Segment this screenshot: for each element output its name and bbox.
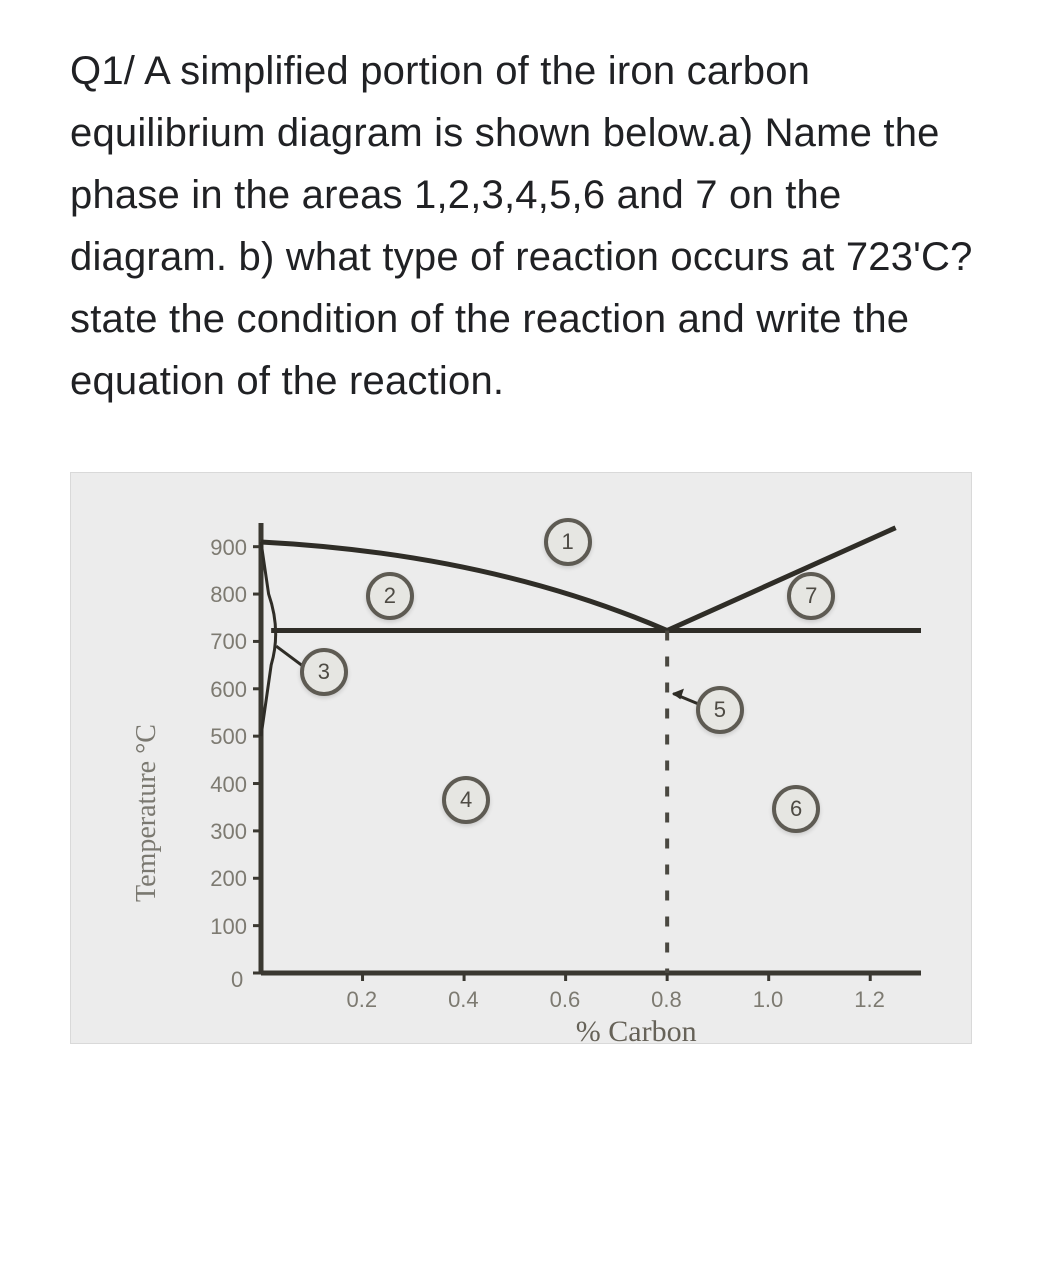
region-marker-4: 4 (442, 776, 490, 824)
y-axis-label: Temperature °C (131, 724, 163, 902)
x-tick-label: 0.4 (448, 987, 479, 1013)
y-tick-label: 200 (210, 866, 247, 892)
x-tick-label: 0.8 (651, 987, 682, 1013)
x-tick-label: 0.6 (550, 987, 581, 1013)
phase-diagram-svg (71, 473, 971, 1043)
x-tick-label: 1.2 (854, 987, 885, 1013)
region-marker-2: 2 (366, 572, 414, 620)
y-tick-label: 700 (210, 629, 247, 655)
region-marker-6: 6 (772, 785, 820, 833)
region-marker-5: 5 (696, 686, 744, 734)
question-text: Q1/ A simplified portion of the iron car… (70, 40, 986, 412)
y-tick-label: 900 (210, 535, 247, 561)
phase-diagram: 900 800 700 600 500 400 300 200 100 0 0.2 0.4 0.6 0.8… (70, 472, 972, 1044)
y-tick-label: 600 (210, 677, 247, 703)
y-tick-label: 300 (210, 819, 247, 845)
region-marker-3: 3 (300, 648, 348, 696)
x-tick-label: 1.0 (753, 987, 784, 1013)
y-tick-label: 400 (210, 772, 247, 798)
region-marker-1: 1 (544, 518, 592, 566)
y-tick-label: 500 (210, 724, 247, 750)
region-marker-7: 7 (787, 572, 835, 620)
y-tick-label: 0 (231, 967, 243, 993)
x-axis-label: % Carbon (576, 1015, 697, 1049)
y-tick-label: 100 (210, 914, 247, 940)
x-tick-label: 0.2 (347, 987, 378, 1013)
y-tick-label: 800 (210, 582, 247, 608)
